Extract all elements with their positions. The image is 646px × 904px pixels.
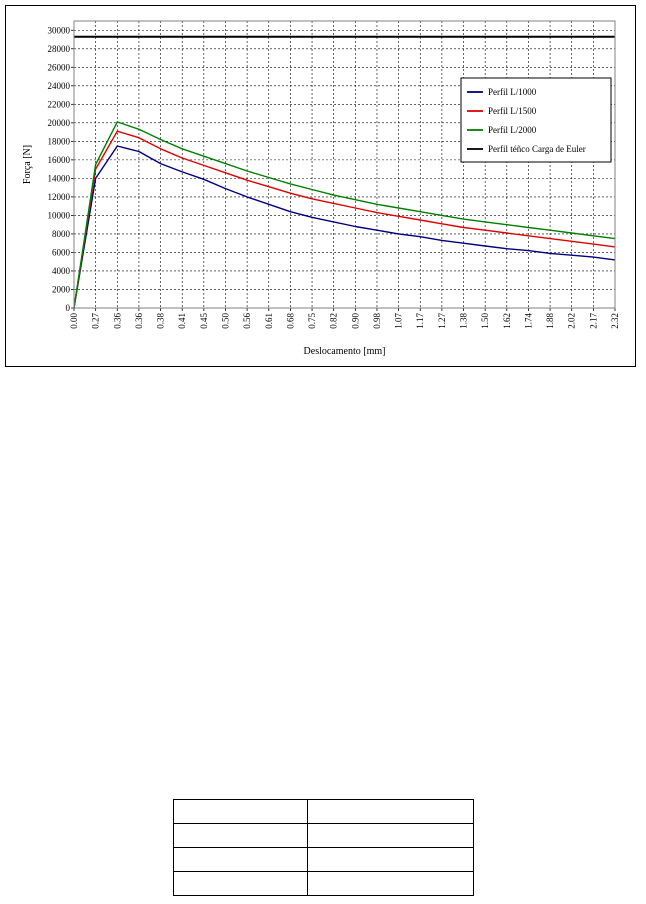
- chart-frame: 0 2000 4000 6000 8000 10000 12000 14000 16000 180…: [5, 5, 636, 367]
- series-line: [73, 145, 616, 309]
- table-cell: [307, 871, 474, 896]
- x-tick-labels: 0.00 0.27 0.36 0.36 0.38 0.41 0.45 0.50 0.56 0.61…: [69, 308, 620, 329]
- x-tick-label: 0.98: [372, 313, 382, 329]
- series-line: [73, 121, 616, 309]
- x-tick-label: 0.68: [285, 313, 295, 329]
- x-tick-label: 2.02: [567, 313, 577, 329]
- y-tick-label: 26000: [48, 62, 71, 72]
- legend-box: [460, 77, 612, 163]
- table-row: [173, 799, 474, 824]
- y-tick-labels: 0 2000 4000 6000 8000 10000 12000 14000 16000 180…: [48, 25, 74, 313]
- series-lines: [73, 35, 616, 309]
- grid: [74, 21, 615, 308]
- legend-label: Perfil téñco Carga de Euler: [488, 144, 586, 154]
- legend-label: Perfil L/1000: [488, 87, 537, 97]
- empty-table: [173, 799, 474, 896]
- y-tick-label: 4000: [52, 266, 71, 276]
- x-tick-label: 1.17: [415, 313, 425, 329]
- table-row: [173, 823, 474, 848]
- y-tick-label: 30000: [48, 25, 71, 35]
- y-tick-label: 14000: [48, 173, 71, 183]
- y-tick-label: 24000: [48, 81, 71, 91]
- x-tick-label: 0.82: [329, 313, 339, 329]
- x-tick-label: 2.32: [610, 313, 620, 329]
- x-tick-label: 0.38: [156, 313, 166, 329]
- x-tick-label: 0.36: [134, 313, 144, 329]
- x-tick-label: 1.88: [545, 313, 555, 329]
- x-tick-label: 1.50: [480, 313, 490, 329]
- table-cell: [173, 799, 308, 824]
- table-cell: [307, 847, 474, 872]
- y-tick-label: 0: [66, 303, 71, 313]
- x-tick-label: 0.00: [69, 313, 79, 329]
- y-tick-label: 28000: [48, 44, 71, 54]
- x-tick-label: 0.75: [307, 313, 317, 329]
- x-tick-label: 1.62: [502, 313, 512, 329]
- y-tick-label: 18000: [48, 136, 71, 146]
- y-tick-label: 6000: [52, 247, 71, 257]
- x-tick-label: 1.38: [459, 313, 469, 329]
- legend-label: Perfil L/1500: [488, 106, 537, 116]
- table-cell: [173, 847, 308, 872]
- plot-area-border: [73, 20, 616, 309]
- force-displacement-chart: 0 2000 4000 6000 8000 10000 12000 14000 16000 180…: [22, 20, 620, 357]
- y-tick-label: 12000: [48, 192, 71, 202]
- x-tick-label: 0.36: [112, 313, 122, 329]
- legend: Perfil L/1000 Perfil L/1500 Perfil L/2000 P…: [460, 77, 612, 163]
- table-row: [173, 871, 474, 896]
- table-cell: [307, 823, 474, 848]
- x-tick-label: 0.41: [177, 313, 187, 329]
- x-tick-label: 2.17: [588, 313, 598, 329]
- x-tick-label: 0.50: [220, 313, 230, 329]
- x-tick-label: 0.27: [91, 313, 101, 329]
- x-tick-label: 0.56: [242, 313, 252, 329]
- x-tick-label: 0.61: [264, 313, 274, 329]
- y-tick-label: 20000: [48, 118, 71, 128]
- x-tick-label: 0.90: [350, 313, 360, 329]
- y-tick-label: 16000: [48, 155, 71, 165]
- table-cell: [173, 871, 308, 896]
- x-tick-label: 1.74: [523, 313, 533, 329]
- x-tick-label: 0.45: [199, 313, 209, 329]
- table-cell: [173, 823, 308, 848]
- series-line: [73, 130, 616, 309]
- table-cell: [307, 799, 474, 824]
- x-tick-label: 1.07: [394, 313, 404, 329]
- y-axis-label: Força [N]: [22, 145, 33, 184]
- y-tick-label: 22000: [48, 99, 71, 109]
- table-row: [173, 847, 474, 872]
- x-axis-label: Deslocamento [mm]: [304, 346, 386, 357]
- y-tick-label: 10000: [48, 210, 71, 220]
- y-tick-label: 8000: [52, 229, 71, 239]
- legend-label: Perfil L/2000: [488, 125, 537, 135]
- y-tick-label: 2000: [52, 284, 71, 294]
- x-tick-label: 1.27: [437, 313, 447, 329]
